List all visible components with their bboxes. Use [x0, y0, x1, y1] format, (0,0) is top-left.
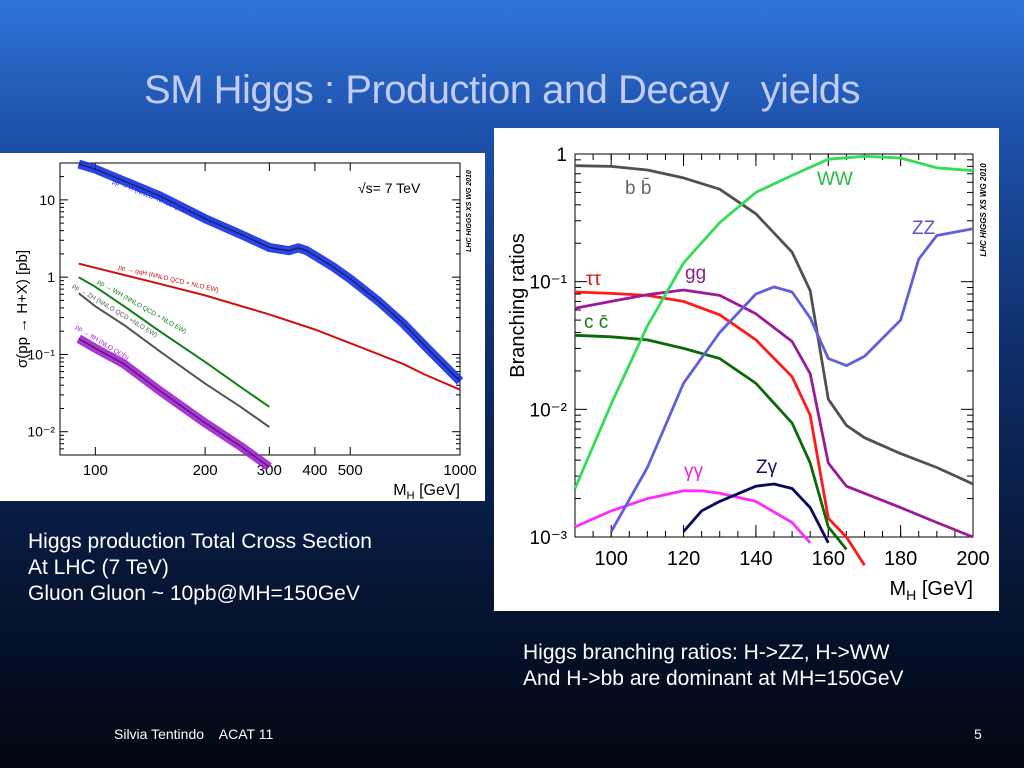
x-tick-label: 120 — [667, 548, 700, 570]
series-label: pp → qqH (NNLO QCD + NLO EW) — [118, 264, 220, 294]
series-band — [76, 334, 272, 471]
cross-section-caption: Higgs production Total Cross Section At … — [28, 529, 372, 607]
x-tick-label: 200 — [956, 548, 989, 570]
energy-annotation: √s= 7 TeV — [358, 180, 421, 196]
series-line — [78, 292, 270, 428]
series-label: gg — [685, 263, 706, 284]
caption-line: Higgs branching ratios: H->ZZ, H->WW — [523, 641, 890, 664]
slide-number: 5 — [974, 726, 982, 742]
series-label: WW — [817, 169, 853, 190]
series-label: c c̄ — [584, 312, 608, 333]
series-line — [574, 288, 974, 539]
series-label: ZZ — [912, 218, 936, 239]
x-tick-label: 180 — [884, 548, 917, 570]
branching-ratio-plot: 100 120 140 160 180 200 10⁻³ 10⁻² 10⁻¹ 1 MH [GeV] B… — [507, 145, 990, 603]
watermark-label: LHC HIGGS XS WG 2010 — [466, 170, 473, 252]
series-line — [682, 482, 830, 544]
y-tick-label: 1 — [47, 269, 55, 285]
x-tick-label: 1000 — [443, 462, 476, 479]
x-tick-label: 400 — [302, 462, 327, 479]
y-axis-label: σ(pp → H+X) [pb] — [14, 250, 31, 368]
caption-line: Higgs production Total Cross Section — [28, 530, 372, 553]
series-line — [574, 333, 848, 551]
series-line — [78, 338, 270, 468]
slide-title: SM Higgs : Production and Decay yields — [144, 68, 860, 112]
y-tick-label: 10⁻² — [27, 424, 55, 440]
series-line — [78, 276, 270, 408]
x-tick-label: 160 — [812, 548, 845, 570]
y-tick-label: 10⁻² — [530, 400, 568, 421]
caption-line: Gluon Gluon ~ 10pb@MH=150GeV — [28, 582, 360, 605]
y-tick-label: 10⁻³ — [530, 528, 568, 549]
x-tick-label: 500 — [338, 462, 363, 479]
series-label: ττ — [586, 269, 602, 290]
series-line — [574, 164, 974, 486]
plot-frame — [574, 153, 974, 538]
series-line — [609, 227, 974, 533]
series-label: Zγ — [756, 457, 778, 478]
x-axis-label: MH [GeV] — [890, 578, 974, 603]
y-axis-label: Branching ratios — [507, 233, 529, 378]
series-line — [574, 489, 812, 544]
series-line — [78, 262, 461, 391]
x-tick-label: 140 — [739, 548, 772, 570]
branching-ratio-caption: Higgs branching ratios: H->ZZ, H->WW And… — [523, 640, 904, 692]
footer-author-event: Silvia Tentindo ACAT 11 — [114, 726, 274, 742]
caption-line: At LHC (7 TeV) — [28, 556, 169, 579]
series-label: pp → H (NNLO+NNLL QCD + NLO EW) — [111, 178, 221, 228]
series-label: γγ — [684, 461, 704, 482]
y-tick-label: 10⁻¹ — [27, 346, 55, 362]
x-tick-label: 100 — [594, 548, 627, 570]
series-line — [574, 290, 866, 567]
x-tick-label: 100 — [83, 462, 108, 479]
branching-ratio-chart: 100 120 140 160 180 200 10⁻³ 10⁻² 10⁻¹ 1 MH [GeV] B… — [494, 128, 999, 611]
x-tick-label: 200 — [193, 462, 218, 479]
y-tick-label: 1 — [556, 145, 567, 166]
y-tick-label: 10⁻¹ — [530, 273, 568, 294]
series-line — [78, 163, 461, 382]
caption-line: And H->bb are dominant at MH=150GeV — [523, 667, 904, 690]
x-axis-label: MH [GeV] — [393, 482, 460, 501]
series-line — [573, 154, 974, 490]
y-tick-label: 10 — [39, 192, 55, 208]
watermark-label: LHC HIGGS XS WG 2010 — [979, 163, 988, 257]
cross-section-chart: 100 200 300 400 500 1000 10⁻² 10⁻¹ 1 10 MH [GeV] σ(… — [0, 153, 485, 501]
series-label: b b̄ — [625, 178, 651, 199]
